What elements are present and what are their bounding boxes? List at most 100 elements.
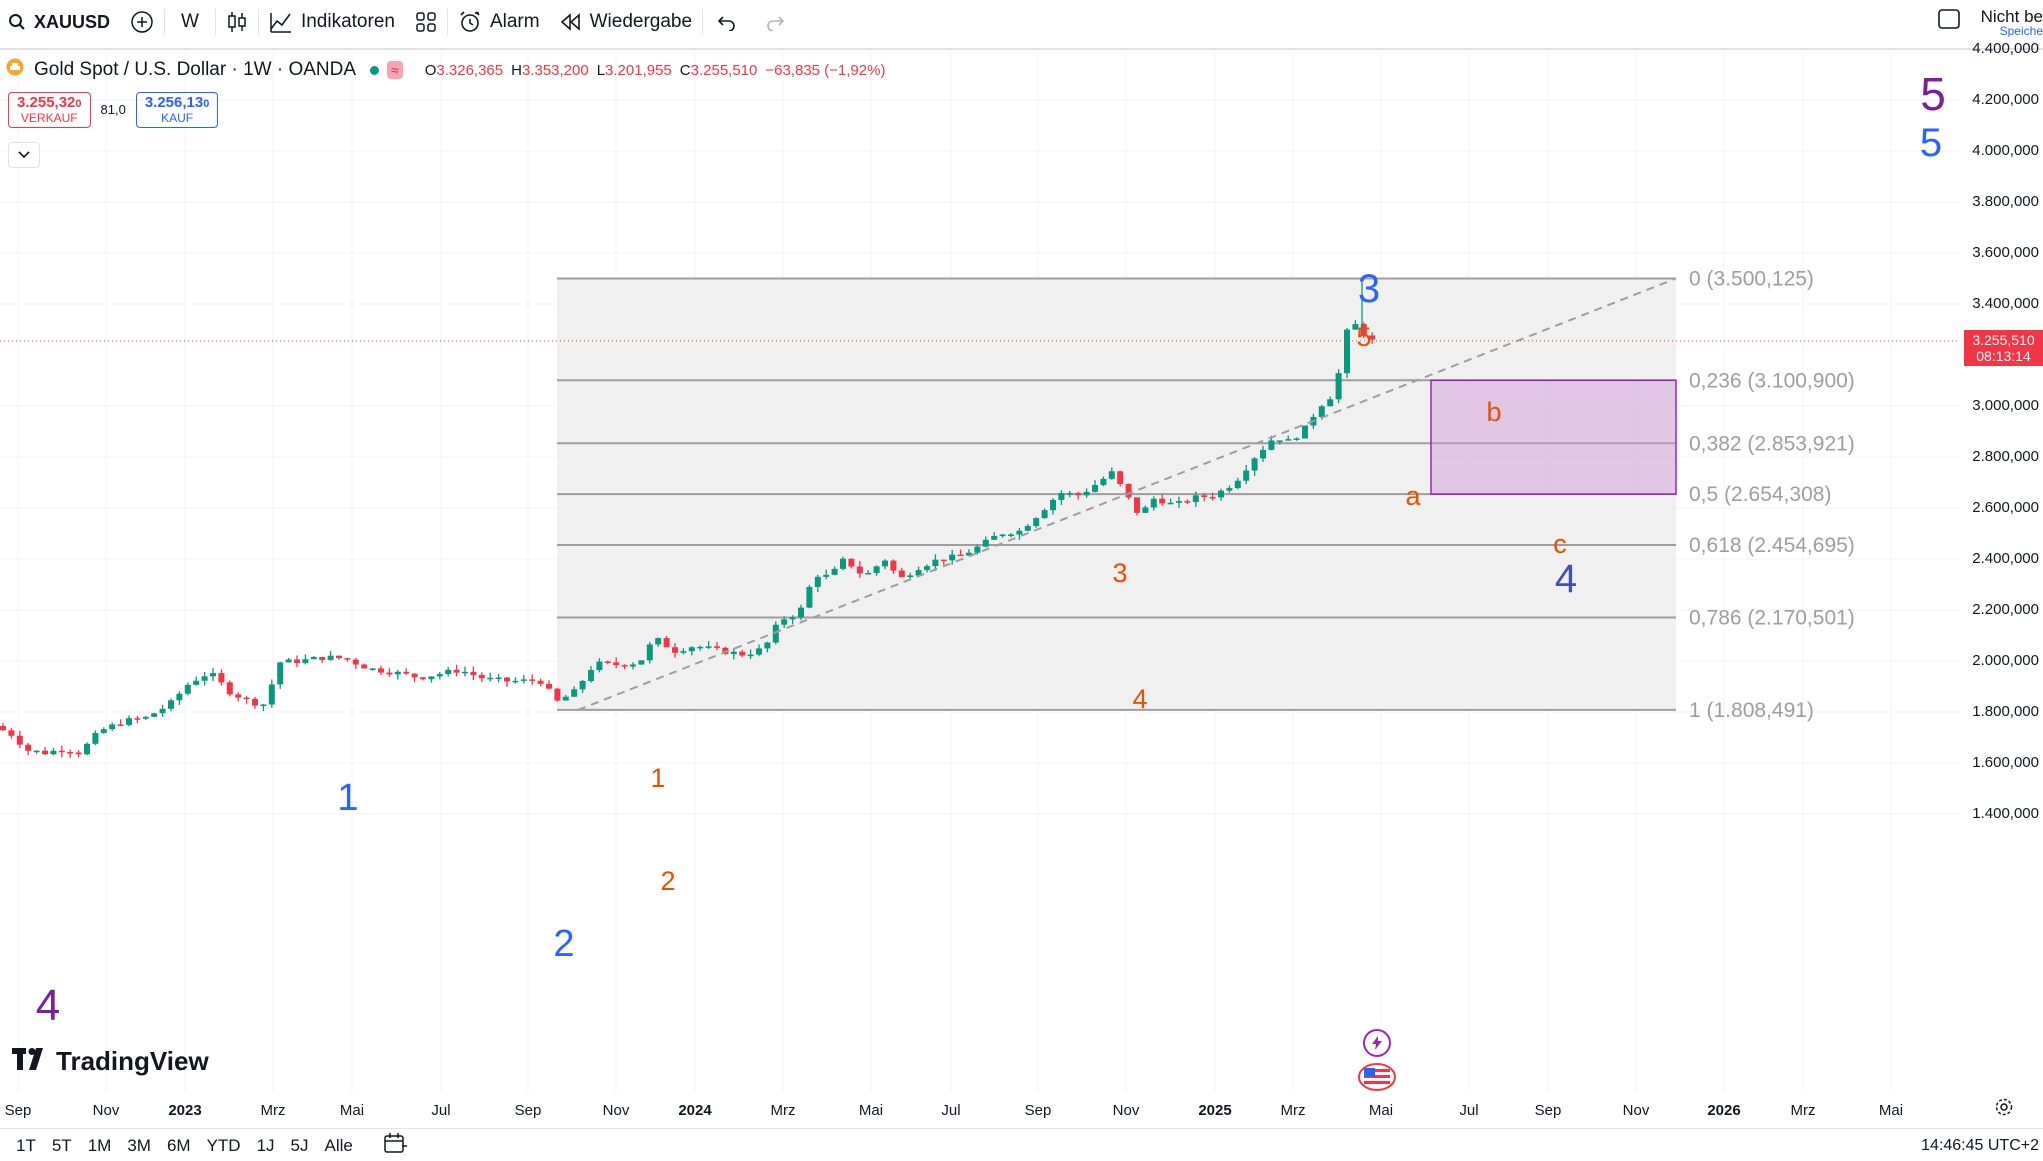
candle-body <box>1117 471 1124 484</box>
candle-body <box>646 644 653 661</box>
redo-button[interactable] <box>751 0 799 44</box>
fib-level-label: 1 (1.808,491) <box>1689 699 1814 722</box>
interval-button[interactable]: W <box>165 0 215 44</box>
range-button-1j[interactable]: 1J <box>256 1135 275 1155</box>
candle-body <box>344 658 351 660</box>
events-markers <box>1358 1029 1396 1096</box>
fib-level-label: 0,5 (2.654,308) <box>1689 483 1831 506</box>
replay-button[interactable]: Wiedergabe <box>550 0 702 44</box>
fib-level-label: 0 (3.500,125) <box>1689 267 1814 290</box>
range-button-1t[interactable]: 1T <box>16 1135 36 1155</box>
ohlc-values: O3.326,365 H3.353,200 L3.201,955 C3.255,… <box>425 62 886 79</box>
candle-body <box>1033 518 1040 526</box>
elliott-wave-labels: 5 4 5 3 1 2 4 5 b a c 3 4 1 2 <box>36 68 1946 1030</box>
lightning-event-icon[interactable] <box>1363 1029 1391 1057</box>
candle-body <box>25 744 32 751</box>
range-button-3m[interactable]: 3M <box>127 1135 151 1155</box>
candle-body <box>294 659 300 664</box>
candle-body <box>537 680 544 684</box>
layouts-button[interactable] <box>405 0 447 44</box>
ohlc-close: C3.255,510 <box>680 62 758 79</box>
candle-body <box>302 659 309 664</box>
candle-body <box>1176 501 1182 503</box>
buy-price: 3.256,130 <box>145 94 210 112</box>
calendar-icon <box>383 1133 407 1158</box>
tradingview-logo[interactable]: TradingView <box>12 1046 209 1077</box>
wave-orange-3: 3 <box>1112 558 1127 588</box>
candle-body <box>453 669 460 673</box>
symbol-title[interactable]: Gold Spot / U.S. Dollar · 1W · OANDA <box>34 59 357 80</box>
toolbar-divider <box>214 9 216 35</box>
candle-body <box>1184 501 1191 503</box>
save-status[interactable]: Nicht be Speiche <box>1971 8 2043 37</box>
fullscreen-icon[interactable] <box>1937 8 1961 36</box>
candle-body <box>327 655 334 660</box>
time-axis-label: Mrz <box>1281 1102 1306 1119</box>
candle-body <box>831 568 838 575</box>
legend-collapse-button[interactable] <box>8 142 40 168</box>
trend-line <box>577 277 1677 711</box>
candle-body <box>386 672 393 675</box>
goto-date-button[interactable] <box>383 1132 407 1159</box>
candle-body <box>436 674 443 677</box>
range-button-5t[interactable]: 5T <box>51 1135 72 1155</box>
trade-panel: 3.255,320 VERKAUF 81,0 3.256,130 KAUF <box>8 92 219 128</box>
alert-button[interactable]: Alarm <box>448 0 550 44</box>
candle-body <box>739 651 746 656</box>
wave-orange-5: 5 <box>1356 322 1371 352</box>
price-axis-label: 2.800,000 <box>1972 448 2039 465</box>
candle-body <box>184 684 191 694</box>
price-axis[interactable]: 4.400,000 4.200,000 4.000,000 3.800,000 3.60… <box>1960 40 2043 1128</box>
candle-body <box>1125 483 1132 498</box>
wave-orange-b: b <box>1486 397 1501 427</box>
price-axis-label: 2.600,000 <box>1972 499 2039 516</box>
time-axis-label: Nov <box>93 1102 120 1119</box>
candle-body <box>865 572 872 575</box>
undo-button[interactable] <box>703 0 751 44</box>
chart-settings-button[interactable] <box>1994 1097 2014 1122</box>
candle-body <box>730 651 737 655</box>
range-button-alle[interactable]: Alle <box>324 1135 353 1155</box>
candle-body <box>201 676 208 681</box>
time-axis-label: 2023 <box>168 1102 201 1119</box>
price-axis-label: 3.800,000 <box>1972 193 2039 210</box>
compare-button[interactable] <box>120 0 164 44</box>
us-flag-event-icon[interactable] <box>1358 1063 1396 1096</box>
low-value: 3.201,955 <box>605 61 672 79</box>
alert-label: Alarm <box>489 11 540 32</box>
price-axis-label: 4.400,000 <box>1972 40 2039 57</box>
candle-body <box>1024 525 1031 531</box>
candle-body <box>613 662 620 666</box>
time-axis-label: Sep <box>515 1102 542 1119</box>
sell-price: 3.255,320 <box>17 94 82 112</box>
price-axis-label: 3.000,000 <box>1972 397 2039 414</box>
market-status-badge[interactable]: ≈ <box>370 61 403 79</box>
buy-button[interactable]: 3.256,130 KAUF <box>135 92 219 128</box>
candle-body <box>226 682 233 695</box>
sell-button[interactable]: 3.255,320 VERKAUF <box>8 92 91 128</box>
candle-body <box>663 638 670 648</box>
candle-body <box>1134 497 1140 513</box>
candle-body <box>176 693 183 701</box>
time-axis-label: Jul <box>431 1102 450 1119</box>
candle-body <box>890 560 897 571</box>
candle-body <box>991 535 998 540</box>
clock[interactable]: 14:46:45 UTC+2 <box>1921 1137 2039 1154</box>
range-button-ytd[interactable]: YTD <box>206 1135 241 1155</box>
candle-body <box>1209 497 1216 499</box>
indicators-button[interactable]: Indikatoren <box>259 0 405 44</box>
candle-body <box>764 642 771 649</box>
range-button-6m[interactable]: 6M <box>166 1135 191 1155</box>
price-axis-label: 2.200,000 <box>1972 601 2039 618</box>
range-button-5j[interactable]: 5J <box>290 1135 309 1155</box>
ohlc-change: −63,835 (−1,92%) <box>765 61 886 79</box>
chart-type-button[interactable] <box>216 0 258 44</box>
price-chart[interactable]: 0 (3.500,125) 0,236 (3.100,900) 0,382 (2.8… <box>0 50 2043 1128</box>
toolbar-right: Nicht be Speiche <box>1937 0 2043 44</box>
candle-body <box>16 735 23 745</box>
candle-body <box>1335 373 1342 400</box>
candle-body <box>1201 495 1208 498</box>
range-button-1m[interactable]: 1M <box>87 1135 112 1155</box>
candle-body <box>361 664 368 669</box>
symbol-search[interactable]: XAUUSD <box>0 0 120 44</box>
